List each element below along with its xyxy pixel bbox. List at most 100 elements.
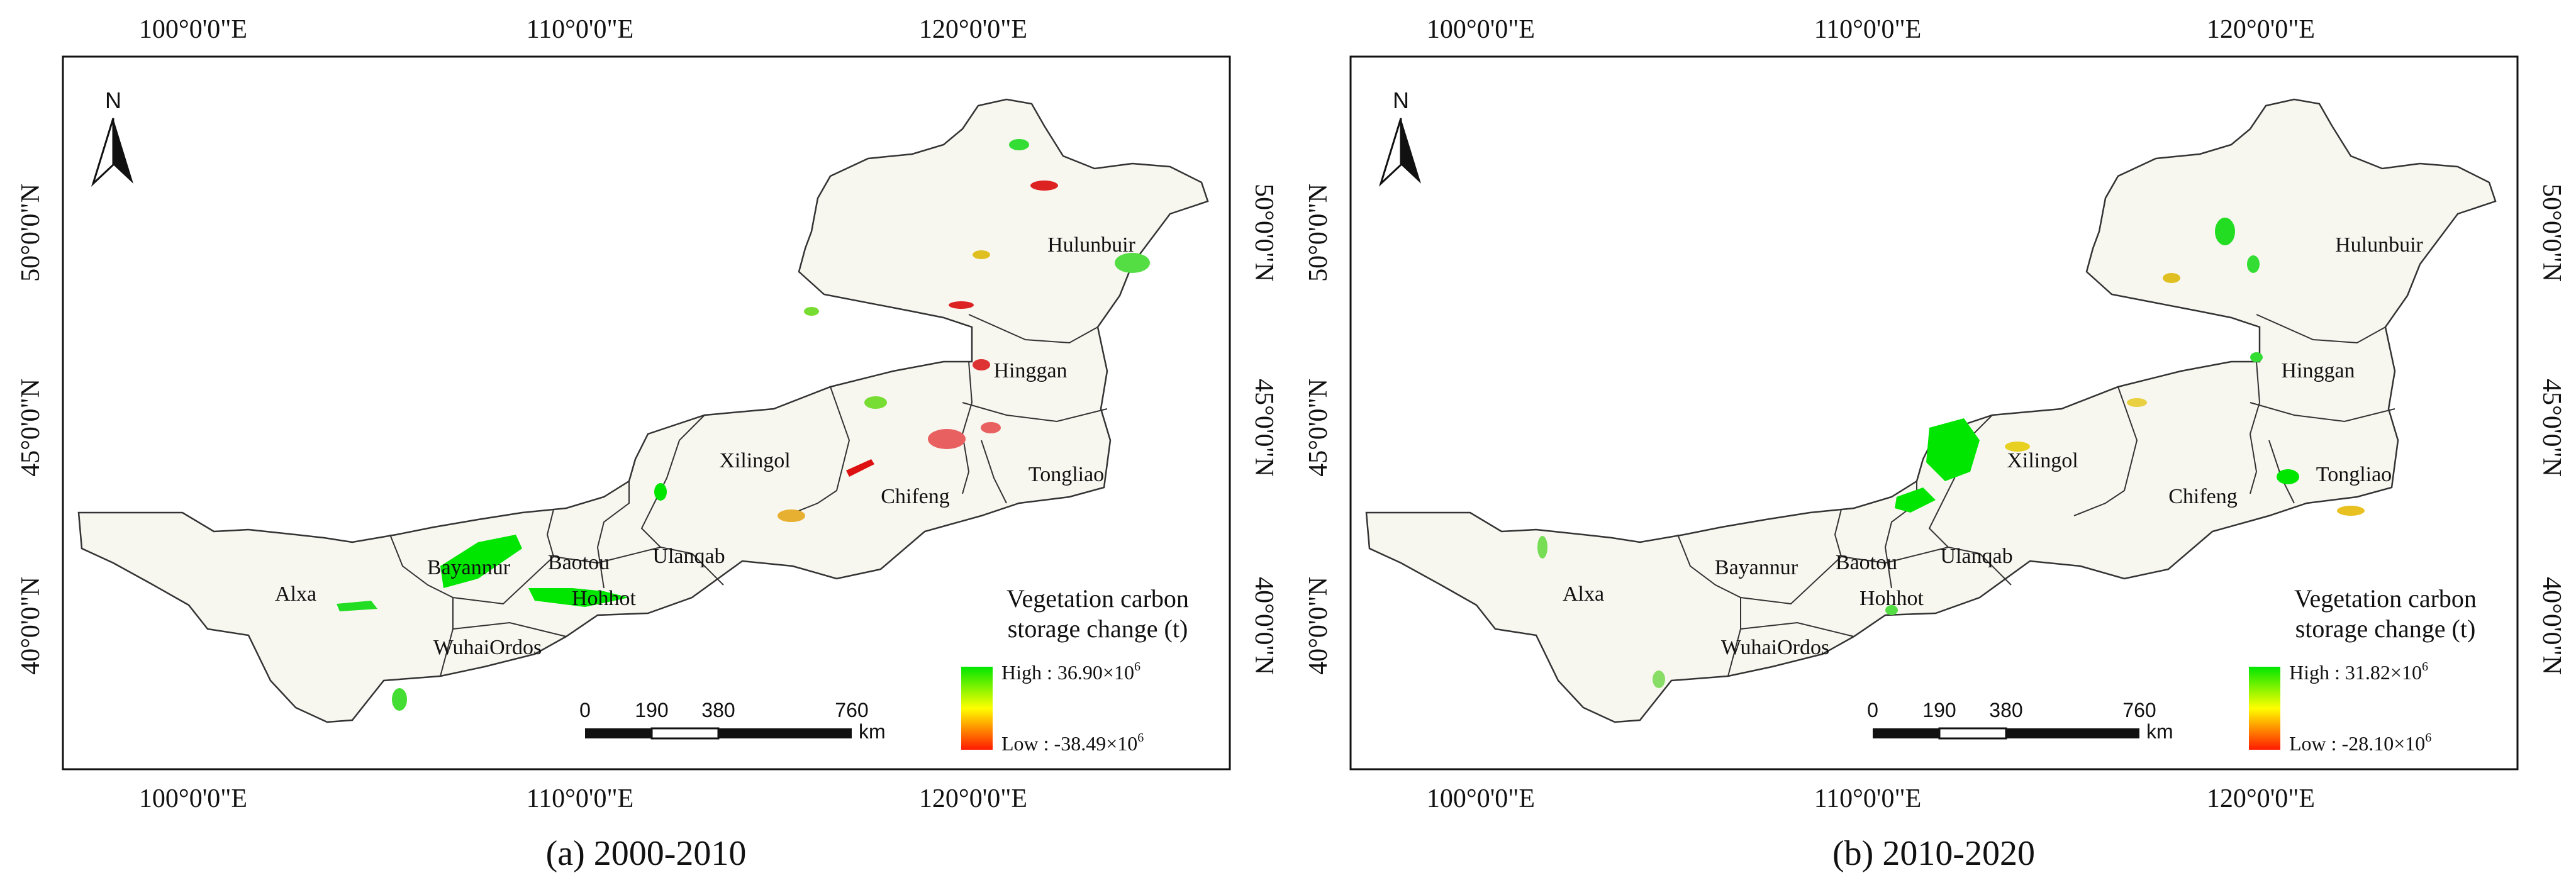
lat-label-40: 40°0'0"N: [1249, 577, 1278, 675]
province-outline: [1365, 98, 2497, 723]
region-label-wuhaiordos: WuhaiOrdos: [433, 636, 542, 659]
high-change-patch: [528, 588, 629, 607]
high-change-patch: [864, 396, 887, 409]
scale-tick-760: 760: [835, 699, 868, 721]
north-label: N: [105, 87, 121, 113]
region-label-hinggan: Hinggan: [2281, 359, 2355, 382]
province-outline: [77, 98, 1209, 723]
region-label-bayannur: Bayannur: [1715, 556, 1798, 579]
low-change-patch: [949, 301, 974, 309]
lat-label-40: 40°0'0"N: [16, 577, 45, 675]
lat-label-45: 45°0'0"N: [1249, 379, 1278, 477]
legend-title-line2: storage change (t): [2295, 615, 2476, 643]
scale-bar: 0 190 380 760 km: [579, 699, 886, 743]
longitude-labels-bottom: 100°0'0"E 110°0'0"E 120°0'0"E: [1427, 784, 2315, 813]
legend-high-label: High : 31.82×106: [2289, 660, 2428, 684]
latitude-labels-right: 50°0'0"N 45°0'0"N 40°0'0"N: [1249, 184, 1278, 675]
lon-label-110: 110°0'0"E: [527, 784, 634, 813]
high-change-patch: [2215, 218, 2235, 245]
region-label-xilingol: Xilingol: [2007, 449, 2078, 472]
high-change-patch: [440, 535, 522, 588]
vegetation-change-patches: [1537, 218, 2365, 688]
region-labels: Hulunbuir Hinggan Xilingol Tongliao Chif…: [275, 233, 1136, 659]
region-labels: Hulunbuir Hinggan Xilingol Tongliao Chif…: [1563, 233, 2424, 659]
low-change-patch: [846, 459, 874, 477]
high-change-patch: [1009, 139, 1029, 150]
latitude-labels-left: 50°0'0"N 45°0'0"N 40°0'0"N: [1304, 184, 1333, 675]
longitude-labels-top: 100°0'0"E 110°0'0"E 120°0'0"E: [139, 15, 1027, 44]
mid-change-patch: [2163, 273, 2180, 283]
scale-bar: 0 190 380 760 km: [1867, 699, 2173, 743]
mid-change-patch: [2127, 398, 2147, 407]
scale-tick-760: 760: [2122, 699, 2156, 721]
legend-low-label: Low : -28.10×106: [2289, 731, 2431, 755]
panel-2010-2020: Hulunbuir Hinggan Xilingol Tongliao Chif…: [1304, 15, 2566, 873]
legend-color-ramp: [2249, 667, 2280, 750]
legend-title: Vegetation carbon: [2294, 584, 2477, 613]
region-label-hulunbuir: Hulunbuir: [2335, 233, 2423, 257]
lat-label-50: 50°0'0"N: [2537, 184, 2566, 282]
region-label-tongliao: Tongliao: [1029, 463, 1104, 486]
region-label-baotou: Baotou: [548, 551, 610, 574]
north-arrow-icon: [1401, 118, 1421, 184]
region-label-hulunbuir: Hulunbuir: [1047, 233, 1135, 257]
inner-mongolia-region: [77, 98, 1209, 723]
scale-tick-0: 0: [1867, 699, 1878, 721]
lat-label-45: 45°0'0"N: [1304, 379, 1333, 477]
scale-unit: km: [2146, 720, 2173, 743]
lon-label-120: 120°0'0"E: [2207, 784, 2315, 813]
region-label-ulanqab: Ulanqab: [652, 545, 725, 568]
high-change-patch: [1926, 418, 1980, 481]
high-change-patch: [2247, 255, 2260, 273]
mid-change-patch: [778, 509, 805, 522]
region-label-bayannur: Bayannur: [427, 556, 511, 579]
region-label-chifeng: Chifeng: [881, 485, 950, 508]
region-label-baotou: Baotou: [1836, 551, 1897, 574]
panel-caption: (a) 2000-2010: [546, 834, 747, 873]
north-label: N: [1393, 87, 1409, 113]
inner-mongolia-region: [1365, 98, 2497, 723]
lat-label-45: 45°0'0"N: [16, 379, 45, 477]
region-label-ulanqab: Ulanqab: [1940, 545, 2012, 568]
lat-label-50: 50°0'0"N: [1249, 184, 1278, 282]
vegetation-change-patches: [337, 139, 1150, 711]
lon-label-100: 100°0'0"E: [139, 15, 247, 44]
lon-label-100: 100°0'0"E: [1427, 15, 1535, 44]
low-change-patch: [1030, 181, 1058, 191]
region-label-hohhot: Hohhot: [572, 587, 637, 610]
lon-label-100: 100°0'0"E: [1427, 784, 1535, 813]
legend-title: Vegetation carbon: [1006, 584, 1189, 613]
lat-label-40: 40°0'0"N: [1304, 577, 1333, 675]
north-arrow: N: [1378, 87, 1421, 187]
north-arrow-icon: [113, 118, 133, 184]
legend-low-label: Low : -38.49×106: [1001, 731, 1144, 755]
region-label-xilingol: Xilingol: [719, 449, 790, 472]
latitude-labels-left: 50°0'0"N 45°0'0"N 40°0'0"N: [16, 184, 45, 675]
high-change-patch: [1115, 253, 1150, 273]
north-arrow: N: [91, 87, 133, 187]
legend-title-line2: storage change (t): [1008, 615, 1188, 643]
lat-label-45: 45°0'0"N: [2537, 379, 2566, 477]
city-boundaries: [389, 314, 1108, 677]
low-change-patch: [928, 429, 966, 449]
high-change-patch: [337, 601, 377, 611]
high-change-patch: [654, 483, 667, 501]
lon-label-120: 120°0'0"E: [919, 784, 1027, 813]
lon-label-110: 110°0'0"E: [527, 15, 634, 44]
region-label-chifeng: Chifeng: [2168, 485, 2238, 508]
scale-tick-380: 380: [701, 699, 735, 721]
high-change-patch: [392, 688, 407, 711]
region-label-hohhot: Hohhot: [1860, 587, 1924, 610]
lat-label-50: 50°0'0"N: [16, 184, 45, 282]
scale-unit: km: [859, 720, 886, 743]
lon-label-120: 120°0'0"E: [919, 15, 1027, 44]
lon-label-100: 100°0'0"E: [139, 784, 247, 813]
low-change-patch: [973, 359, 990, 370]
mid-change-patch: [2005, 442, 2030, 452]
scale-tick-190: 190: [635, 699, 668, 721]
lon-label-110: 110°0'0"E: [1814, 15, 1922, 44]
high-change-patch: [2250, 352, 2263, 362]
mid-change-patch: [2337, 506, 2365, 516]
region-label-hinggan: Hinggan: [993, 359, 1067, 382]
